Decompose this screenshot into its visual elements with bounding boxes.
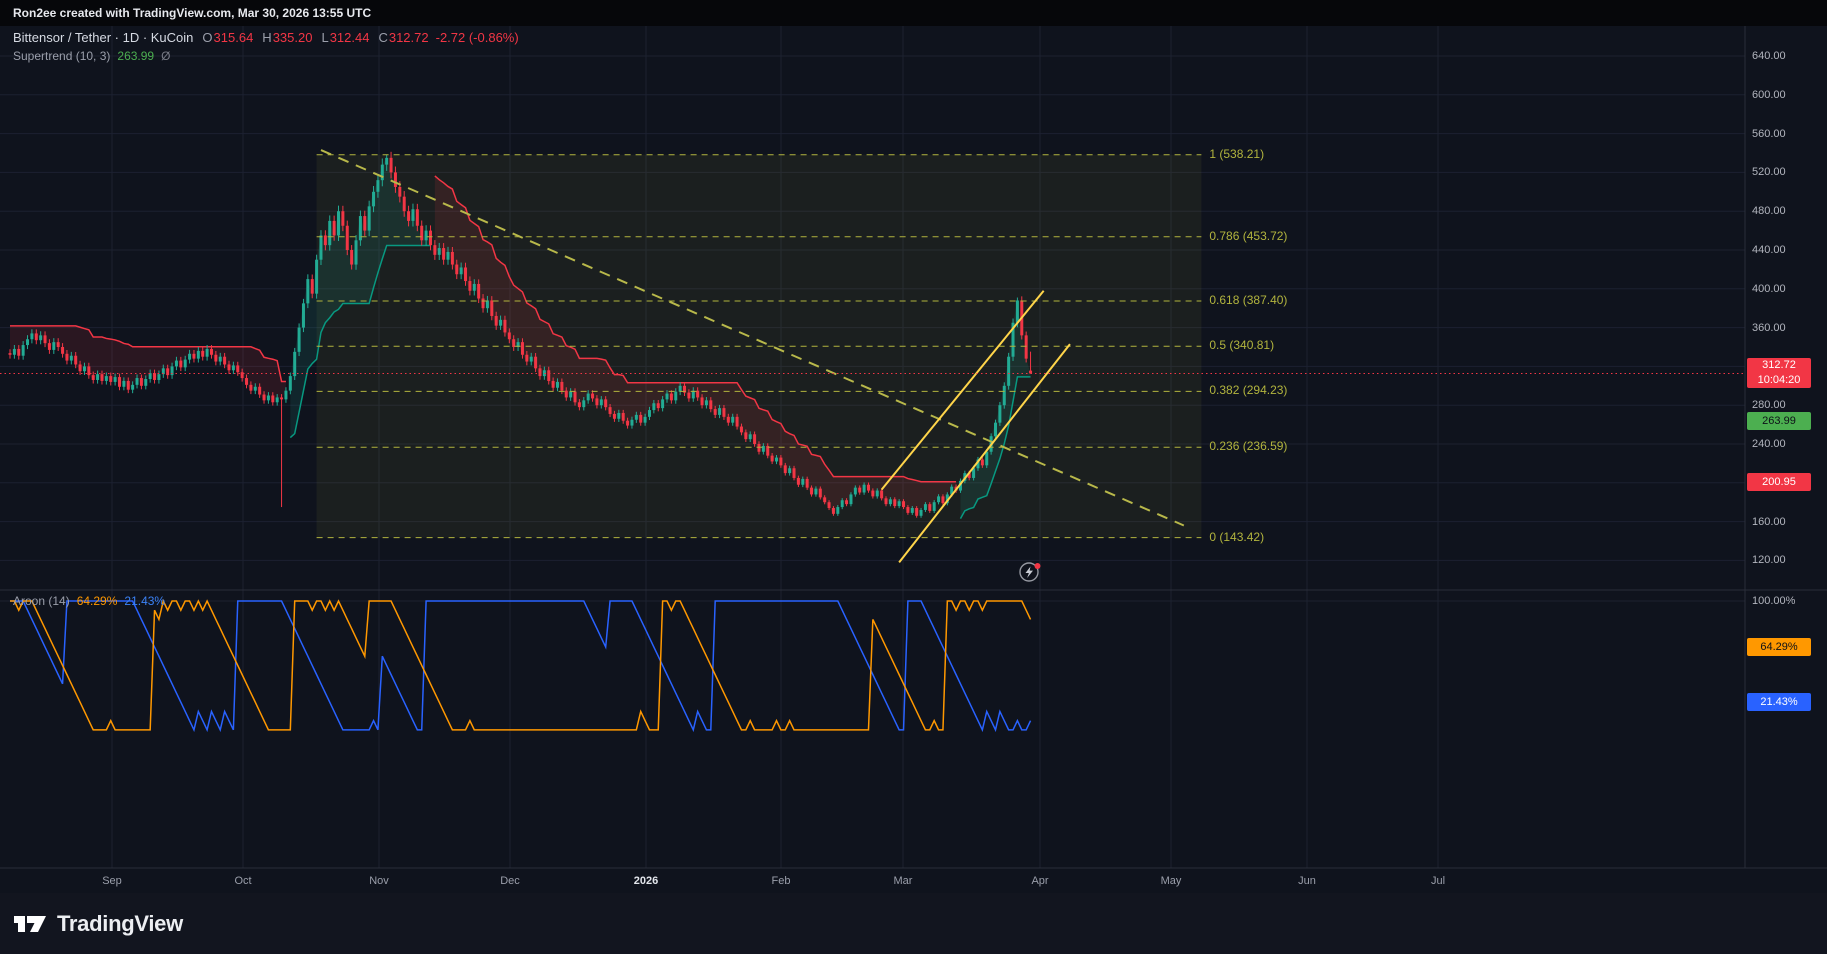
symbol-title[interactable]: Bittensor / Tether · 1D · KuCoin <box>13 30 194 45</box>
supertrend-legend[interactable]: Supertrend (10, 3) 263.99 Ø <box>13 49 170 63</box>
ohlc-open: O 315.64 <box>202 30 254 45</box>
aroon-up-value: 64.29% <box>76 594 118 608</box>
ohlc-low: L 312.44 <box>321 30 370 45</box>
aroon-legend[interactable]: Aroon (14) 64.29% 21.43% <box>13 594 165 608</box>
grid <box>0 26 1745 868</box>
ohlc-high: H 335.20 <box>262 30 313 45</box>
supertrend-value: 263.99 <box>117 49 155 63</box>
supertrend-suffix: Ø <box>161 49 171 63</box>
symbol-legend[interactable]: Bittensor / Tether · 1D · KuCoin O 315.64… <box>13 30 519 45</box>
ohlc-close: C 312.72 <box>378 30 429 45</box>
lightning-icon-svg <box>1019 562 1041 582</box>
supertrend-name[interactable]: Supertrend (10, 3) <box>13 49 111 63</box>
lightning-event-icon[interactable] <box>1016 558 1044 586</box>
tradingview-logo-text: TradingView <box>57 910 183 936</box>
change-value: -2.72 (-0.86%) <box>435 30 519 45</box>
aroon-name[interactable]: Aroon (14) <box>13 594 70 608</box>
tradingview-logo-icon <box>14 915 46 932</box>
main-pane <box>0 149 1745 563</box>
aroon-pane <box>10 598 1032 733</box>
candles <box>8 151 1033 518</box>
tradingview-logo[interactable]: TradingView <box>14 911 183 937</box>
attribution-bar: Ron2ee created with TradingView.com, Mar… <box>0 0 1827 26</box>
aroon-down-value: 21.43% <box>124 594 166 608</box>
attribution-text: Ron2ee created with TradingView.com, Mar… <box>13 6 372 20</box>
bottom-bar: TradingView <box>0 893 1827 954</box>
